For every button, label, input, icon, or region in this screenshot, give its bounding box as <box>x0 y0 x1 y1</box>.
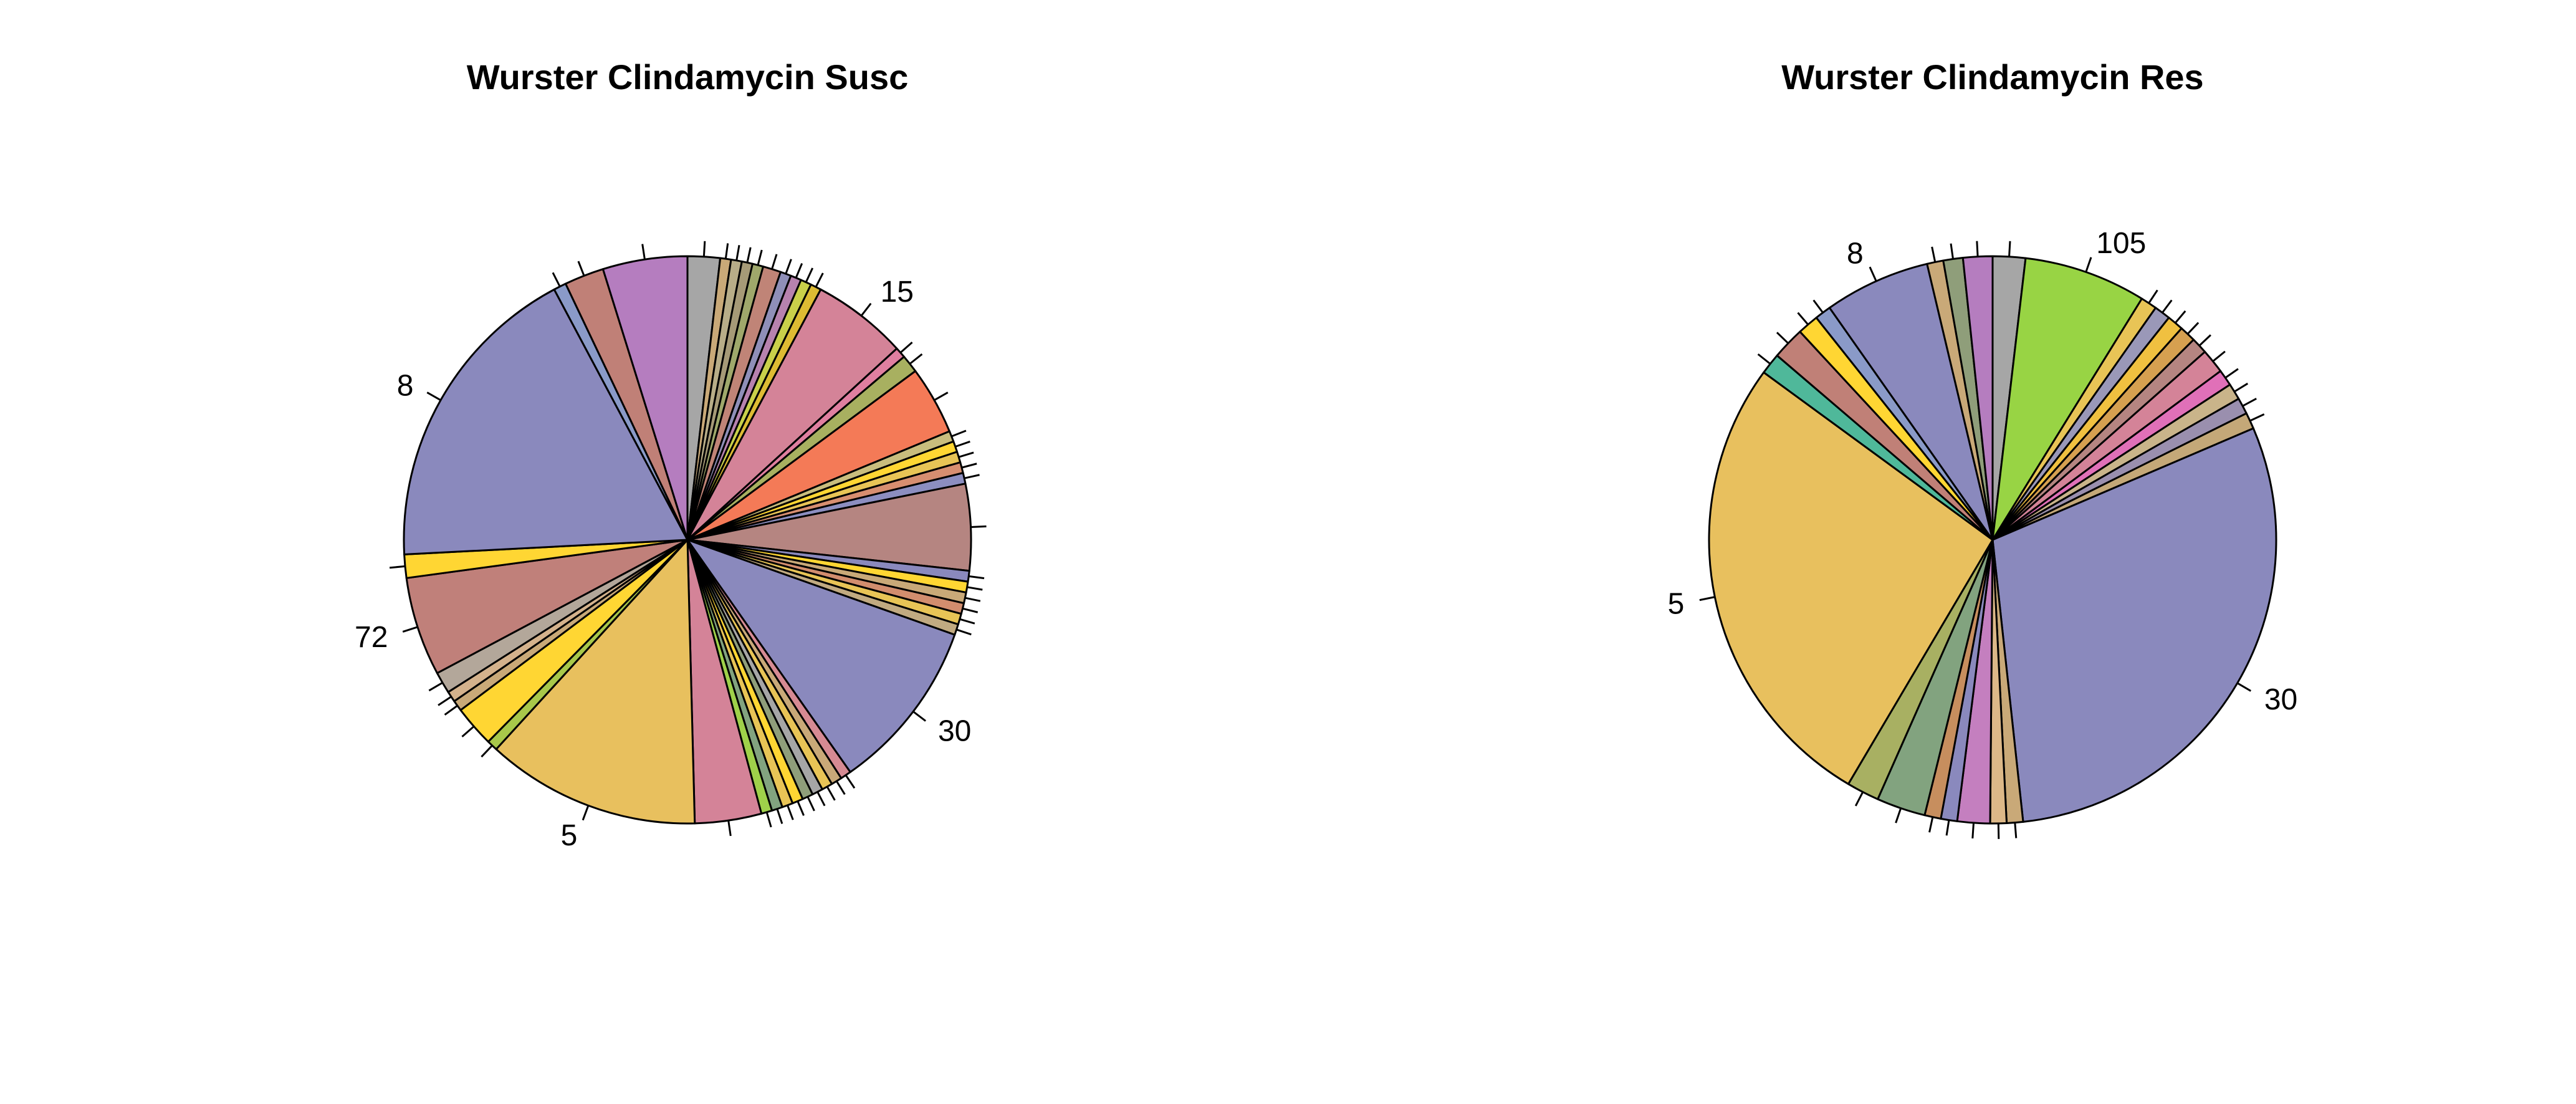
slice-tick <box>2186 322 2200 335</box>
slice-tick <box>815 272 824 288</box>
slice-tick <box>970 525 987 528</box>
slice-tick <box>2162 299 2173 314</box>
slice-tick <box>757 249 763 266</box>
slice-tick <box>958 451 974 458</box>
slice-label: 30 <box>2264 683 2297 716</box>
slice-tick <box>444 704 458 716</box>
slice-tick <box>961 463 977 469</box>
slice-label: 30 <box>938 715 971 748</box>
slice-tick <box>1928 817 1934 833</box>
slice-tick <box>962 607 979 613</box>
pie-chart-clindamycin-res: Wurster Clindamycin Res 105 30 5 8 <box>1668 57 2297 839</box>
slice-tick <box>2212 350 2226 362</box>
slice-tick <box>807 796 815 812</box>
slice-tick <box>1997 823 2000 839</box>
slice-tick <box>795 262 803 279</box>
slice-tick <box>909 353 923 365</box>
slice-tick <box>746 247 752 263</box>
slice-tick <box>389 565 406 569</box>
slice-tick <box>1699 596 1715 602</box>
slice-tick <box>2175 310 2186 324</box>
slice-tick <box>771 254 778 270</box>
slice-tick <box>816 791 826 807</box>
slice-tick <box>438 696 452 706</box>
slice-label: 15 <box>881 276 914 309</box>
slice-tick <box>912 711 926 722</box>
slice-tick <box>956 628 972 636</box>
slice-tick <box>826 786 836 801</box>
slice-tick <box>1812 299 1824 314</box>
slice-tick <box>1757 353 1771 365</box>
slice-tick <box>776 809 783 824</box>
slice-label: 105 <box>2096 227 2146 260</box>
slice-tick <box>461 726 475 737</box>
slice-tick <box>1797 312 1809 325</box>
slice-tick <box>2148 289 2158 304</box>
chart-title: Wurster Clindamycin Susc <box>467 57 909 97</box>
slice-tick <box>1854 791 1864 807</box>
slice-tick <box>724 243 729 259</box>
slice-tick <box>1971 822 1975 839</box>
slice-tick <box>2249 413 2265 422</box>
slice-tick <box>582 805 590 821</box>
slice-tick <box>1895 808 1902 823</box>
slice-tick <box>2085 257 2092 272</box>
slice-tick <box>951 430 967 438</box>
pie-chart-clindamycin-susc: Wurster Clindamycin Susc 15 30 5 72 8 <box>355 57 987 852</box>
slice-tick <box>860 302 872 317</box>
pie-slices <box>1708 255 2277 825</box>
slice-tick <box>727 820 732 837</box>
slice-tick <box>1869 266 1877 282</box>
slice-tick <box>641 244 646 260</box>
slice-tick <box>965 597 981 602</box>
slice-tick <box>1776 332 1789 344</box>
slice-tick <box>785 259 792 274</box>
slice-tick <box>805 267 814 283</box>
slice-label: 8 <box>397 369 414 402</box>
slice-tick <box>1945 820 1950 836</box>
slice-tick <box>2224 368 2239 379</box>
slice-tick <box>2198 334 2211 347</box>
slice-tick <box>1950 243 1954 259</box>
pie-slices <box>403 255 972 825</box>
slice-tick <box>2008 241 2011 257</box>
slice-tick <box>955 440 970 448</box>
slice-tick <box>735 244 740 261</box>
pie-labels: 15 30 5 72 8 <box>355 241 987 852</box>
slice-tick <box>552 272 561 287</box>
slice-tick <box>787 805 794 820</box>
slice-tick <box>765 812 772 828</box>
slice-tick <box>934 391 949 401</box>
slice-tick <box>2236 682 2252 692</box>
pie-slice <box>1708 371 1994 785</box>
pie-slice <box>495 539 696 825</box>
pie-labels: 105 30 5 8 <box>1668 227 2297 839</box>
chart-title: Wurster Clindamycin Res <box>1781 57 2203 97</box>
slice-tick <box>577 261 585 276</box>
pie-slice <box>686 288 898 541</box>
slice-tick <box>969 575 985 580</box>
pie-slice <box>1991 427 2277 823</box>
slice-label: 72 <box>355 621 388 654</box>
slice-tick <box>1976 241 1979 257</box>
slice-tick <box>402 626 418 633</box>
slice-tick <box>835 780 846 795</box>
slice-tick <box>1931 246 1937 262</box>
slice-tick <box>899 342 913 353</box>
slice-tick <box>2234 382 2249 393</box>
slice-tick <box>481 744 493 758</box>
slice-tick <box>797 800 805 816</box>
slice-tick <box>964 474 980 479</box>
slice-tick <box>2242 398 2257 407</box>
slice-tick <box>959 618 975 625</box>
slice-label: 8 <box>1847 238 1864 271</box>
slice-label: 5 <box>1668 588 1685 621</box>
slice-label: 5 <box>561 819 578 852</box>
slice-tick <box>2014 822 2018 838</box>
slice-tick <box>428 681 443 692</box>
slice-tick <box>426 391 441 401</box>
slice-tick <box>845 774 856 789</box>
slice-tick <box>967 586 983 591</box>
